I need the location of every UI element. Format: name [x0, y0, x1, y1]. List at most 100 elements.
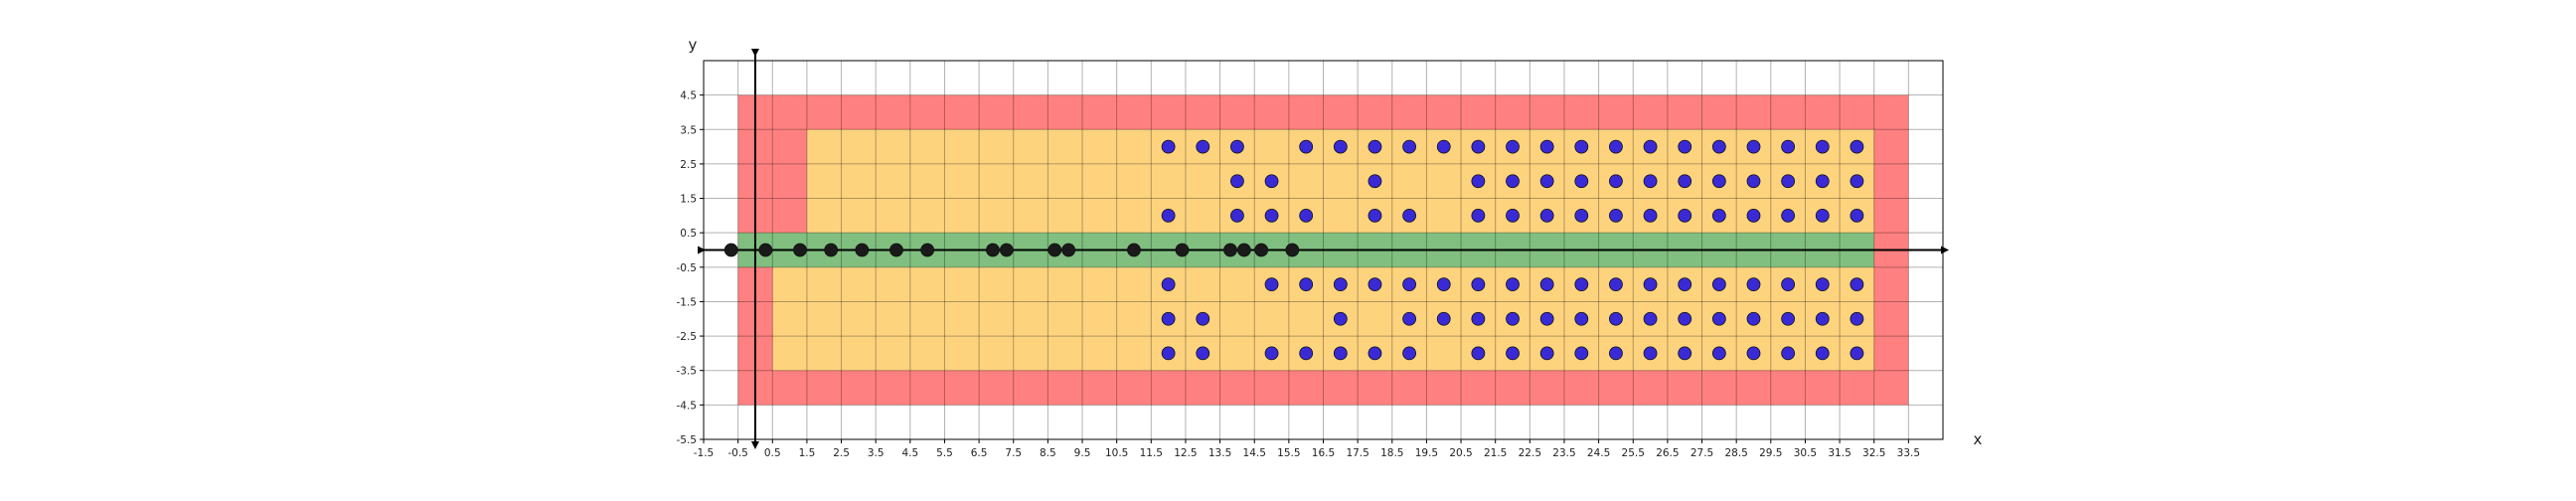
y-tick-label: 0.5 [680, 228, 697, 240]
series-1-point-26 [1574, 174, 1589, 189]
x-tick-label: 24.5 [1587, 447, 1610, 459]
series-0-point-11 [1127, 243, 1141, 257]
series-1-point-91 [1264, 346, 1279, 361]
series-1-point-54 [1264, 277, 1279, 292]
x-tick-label: 19.5 [1415, 447, 1438, 459]
series-1-point-33 [1815, 174, 1830, 189]
series-0-point-2 [793, 243, 807, 257]
series-1-point-51 [1815, 208, 1830, 223]
series-1-point-21 [1264, 174, 1279, 189]
x-tick-label: 26.5 [1656, 447, 1679, 459]
x-tick-label: 8.5 [1040, 447, 1056, 459]
x-tick-label: 30.5 [1794, 447, 1817, 459]
series-0-point-16 [1285, 243, 1300, 257]
x-tick-label: 3.5 [868, 447, 885, 459]
series-1-point-41 [1471, 208, 1486, 223]
y-tick-label: 4.5 [680, 90, 697, 102]
series-1-point-23 [1471, 174, 1486, 189]
series-1-point-38 [1299, 208, 1314, 223]
y-axis-label: y [689, 36, 698, 54]
series-1-point-104 [1746, 346, 1761, 361]
series-1-point-13 [1643, 139, 1658, 154]
series-1-point-42 [1506, 208, 1520, 223]
x-tick-label: -0.5 [727, 447, 748, 459]
x-tick-label: 0.5 [764, 447, 781, 459]
series-1-point-99 [1574, 346, 1589, 361]
series-1-point-83 [1678, 311, 1692, 326]
series-0-point-5 [889, 243, 903, 257]
series-1-point-58 [1402, 277, 1416, 292]
series-1-point-45 [1609, 208, 1623, 223]
series-1-point-84 [1711, 311, 1726, 326]
series-1-point-72 [1161, 311, 1176, 326]
series-1-point-36 [1230, 208, 1244, 223]
y-tick-label: -3.5 [677, 366, 698, 378]
series-1-point-87 [1815, 311, 1830, 326]
series-1-point-12 [1609, 139, 1623, 154]
series-1-point-39 [1368, 208, 1382, 223]
series-1-point-40 [1402, 208, 1416, 223]
series-1-point-8 [1471, 139, 1486, 154]
series-0-point-0 [724, 243, 738, 257]
series-0-point-6 [920, 243, 935, 257]
x-tick-label: 1.5 [799, 447, 816, 459]
series-1-point-65 [1643, 277, 1658, 292]
x-tick-label: 33.5 [1897, 447, 1920, 459]
series-1-point-94 [1368, 346, 1382, 361]
series-0-point-13 [1223, 243, 1237, 257]
series-1-point-16 [1746, 139, 1761, 154]
series-0-point-4 [855, 243, 870, 257]
ticks-layer: -1.5 -0.5 0.5 1.5 2.5 3.5 4.5 5.5 6.5 7.5 8.5 9.5 10… [677, 90, 1921, 459]
series-0-point-1 [758, 243, 773, 257]
x-tick-label: 2.5 [833, 447, 850, 459]
series-1-point-88 [1850, 311, 1864, 326]
series-0-point-12 [1175, 243, 1190, 257]
series-1-point-59 [1436, 277, 1451, 292]
series-1-point-27 [1609, 174, 1623, 189]
x-tick-label: 11.5 [1140, 447, 1163, 459]
y-tick-label: -4.5 [677, 400, 698, 412]
x-axis-label: x [1974, 430, 1983, 448]
series-1-point-43 [1539, 208, 1554, 223]
x-tick-label: 14.5 [1243, 447, 1266, 459]
series-1-point-73 [1196, 311, 1210, 326]
points-layer [724, 139, 1864, 361]
series-1-point-2 [1230, 139, 1244, 154]
x-tick-label: 32.5 [1862, 447, 1885, 459]
series-1-point-9 [1506, 139, 1520, 154]
series-1-point-92 [1299, 346, 1314, 361]
x-tick-label: -1.5 [694, 447, 715, 459]
series-1-point-100 [1609, 346, 1623, 361]
x-tick-label: 13.5 [1208, 447, 1231, 459]
series-1-point-11 [1574, 139, 1589, 154]
series-0-point-14 [1236, 243, 1251, 257]
series-1-point-64 [1609, 277, 1623, 292]
series-1-point-32 [1781, 174, 1796, 189]
x-tick-label: 31.5 [1828, 447, 1851, 459]
series-0-point-3 [824, 243, 839, 257]
x-tick-label: 18.5 [1380, 447, 1403, 459]
x-tick-label: 27.5 [1690, 447, 1713, 459]
series-1-point-96 [1471, 346, 1486, 361]
series-1-point-31 [1746, 174, 1761, 189]
axes-layer [698, 49, 1949, 449]
series-1-point-24 [1506, 174, 1520, 189]
series-1-point-5 [1368, 139, 1382, 154]
series-1-point-20 [1230, 174, 1244, 189]
series-1-point-29 [1678, 174, 1692, 189]
y-tick-label: -2.5 [677, 331, 698, 343]
series-1-point-50 [1781, 208, 1796, 223]
series-1-point-34 [1850, 174, 1864, 189]
series-1-point-103 [1711, 346, 1726, 361]
y-tick-label: 1.5 [680, 194, 697, 206]
region-2 [772, 129, 807, 234]
series-1-point-75 [1402, 311, 1416, 326]
series-1-point-55 [1299, 277, 1314, 292]
x-tick-label: 15.5 [1277, 447, 1300, 459]
series-1-point-17 [1781, 139, 1796, 154]
x-tick-label: 16.5 [1312, 447, 1335, 459]
x-tick-label: 23.5 [1552, 447, 1575, 459]
series-1-point-49 [1746, 208, 1761, 223]
series-1-point-18 [1815, 139, 1830, 154]
